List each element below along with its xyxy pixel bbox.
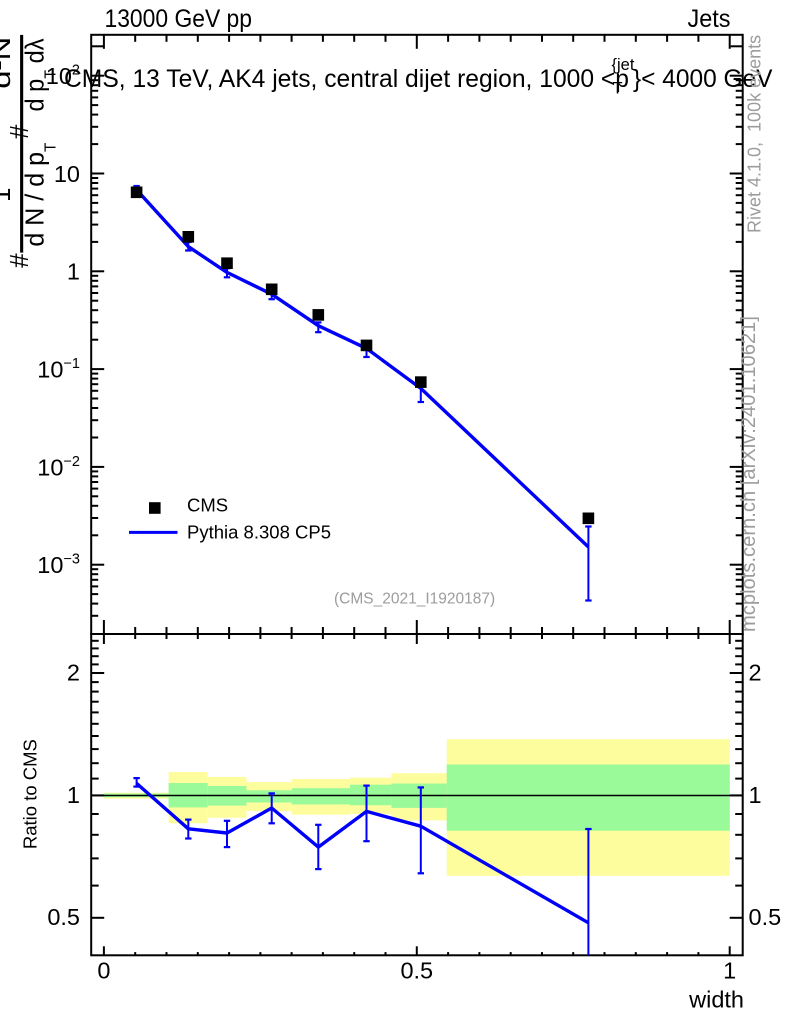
svg-text:1: 1 — [749, 782, 762, 808]
svg-text:Jets: Jets — [688, 5, 731, 33]
svg-text:width: width — [688, 987, 744, 1013]
svg-text:1: 1 — [0, 188, 16, 202]
svg-text:10: 10 — [46, 63, 72, 89]
svg-text:10: 10 — [37, 552, 63, 578]
svg-text:Ratio to CMS: Ratio to CMS — [20, 739, 41, 849]
svg-text:0.5: 0.5 — [47, 904, 80, 930]
svg-text:1: 1 — [723, 958, 736, 984]
svg-text:0: 0 — [97, 958, 110, 984]
svg-text:CMS, 13 TeV, AK4 jets, central: CMS, 13 TeV, AK4 jets, central dijet reg… — [64, 65, 629, 93]
svg-text:Pythia 8.308 CP5: Pythia 8.308 CP5 — [187, 522, 331, 543]
svg-text:Rivet 4.1.0, 100k events: Rivet 4.1.0, 100k events — [745, 35, 765, 233]
svg-text:0.5: 0.5 — [400, 958, 433, 984]
svg-text:(CMS_2021_I1920187): (CMS_2021_I1920187) — [334, 591, 495, 608]
svg-text:2: 2 — [67, 659, 80, 685]
svg-text:2: 2 — [72, 63, 80, 79]
svg-text:−3: −3 — [63, 552, 80, 568]
svg-text:#: # — [4, 253, 34, 268]
svg-text:mcplots.cern.ch [arXiv:2401.10: mcplots.cern.ch [arXiv:2401.10621] — [738, 316, 760, 632]
svg-text:−2: −2 — [63, 454, 80, 470]
svg-text:}< 4000 GeV: }< 4000 GeV — [633, 65, 773, 93]
svg-text:0.5: 0.5 — [749, 904, 782, 930]
svg-text:2: 2 — [749, 659, 762, 685]
svg-text:{jet: {jet — [612, 56, 635, 74]
svg-text:10: 10 — [37, 357, 63, 383]
svg-text:CMS: CMS — [187, 495, 228, 516]
svg-text:−1: −1 — [63, 356, 80, 372]
svg-text:13000 GeV pp: 13000 GeV pp — [105, 5, 253, 33]
svg-text:10: 10 — [37, 454, 63, 480]
svg-text:#: # — [4, 124, 34, 139]
svg-text:1: 1 — [67, 259, 80, 285]
svg-text:10: 10 — [54, 161, 80, 187]
svg-text:1: 1 — [67, 782, 80, 808]
svg-text:T: T — [613, 80, 623, 98]
